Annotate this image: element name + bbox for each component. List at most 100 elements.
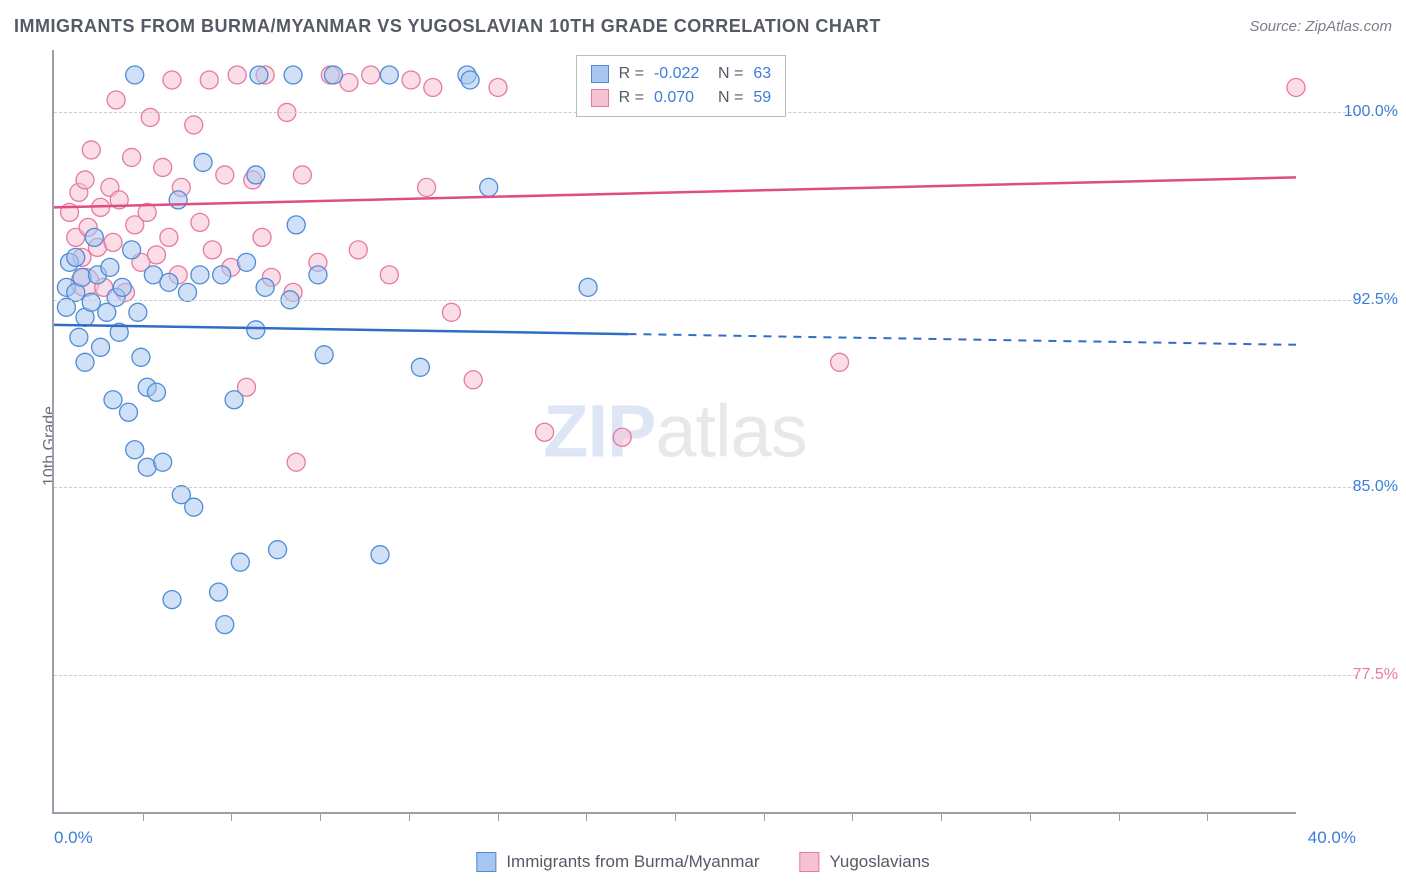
chart-title: IMMIGRANTS FROM BURMA/MYANMAR VS YUGOSLA…	[14, 16, 881, 37]
blue-point	[163, 591, 181, 609]
pink-point	[216, 166, 234, 184]
legend-swatch-icon	[591, 89, 609, 107]
pink-point	[203, 241, 221, 259]
pink-point	[228, 66, 246, 84]
regression-line	[54, 177, 1296, 207]
pink-point	[424, 78, 442, 96]
blue-point	[154, 453, 172, 471]
pink-point	[154, 158, 172, 176]
x-min-label: 0.0%	[54, 828, 93, 848]
blue-point	[120, 403, 138, 421]
pink-point	[489, 78, 507, 96]
pink-point	[536, 423, 554, 441]
x-tick	[320, 812, 321, 821]
blue-point	[70, 328, 88, 346]
pink-point	[380, 266, 398, 284]
blue-point	[179, 283, 197, 301]
blue-point	[210, 583, 228, 601]
blue-point	[104, 391, 122, 409]
legend-row: R = -0.022 N = 63	[591, 62, 771, 86]
bottom-legend-item: Yugoslavians	[799, 850, 929, 874]
x-tick	[231, 812, 232, 821]
pink-point	[76, 171, 94, 189]
blue-point	[101, 258, 119, 276]
bottom-legend-item: Immigrants from Burma/Myanmar	[476, 850, 759, 874]
legend-n-value: 59	[753, 86, 771, 110]
pink-point	[442, 303, 460, 321]
blue-point	[85, 228, 103, 246]
blue-point	[126, 66, 144, 84]
pink-point	[1287, 78, 1305, 96]
pink-point	[362, 66, 380, 84]
blue-point	[247, 166, 265, 184]
blue-point	[231, 553, 249, 571]
pink-point	[104, 233, 122, 251]
regression-line	[54, 325, 628, 334]
bottom-legend-label: Yugoslavians	[829, 850, 929, 874]
blue-point	[126, 441, 144, 459]
gridline	[54, 300, 1356, 301]
swatch-blue-icon	[476, 852, 496, 872]
plot-area: ZIPatlas 77.5%85.0%92.5%100.0%0.0%40.0% …	[52, 50, 1296, 814]
blue-point	[216, 616, 234, 634]
blue-point	[147, 383, 165, 401]
pink-point	[123, 148, 141, 166]
blue-point	[411, 358, 429, 376]
x-tick	[675, 812, 676, 821]
source-label: Source: ZipAtlas.com	[1249, 18, 1392, 35]
pink-point	[418, 178, 436, 196]
y-tick-label: 85.0%	[1306, 478, 1398, 496]
legend-box: R = -0.022 N = 63 R = 0.070 N = 59	[576, 55, 786, 117]
blue-point	[113, 278, 131, 296]
blue-point	[191, 266, 209, 284]
x-max-label: 40.0%	[1308, 828, 1356, 848]
x-tick	[852, 812, 853, 821]
blue-point	[269, 541, 287, 559]
blue-point	[225, 391, 243, 409]
legend-r-label: R =	[619, 62, 644, 86]
blue-point	[309, 266, 327, 284]
blue-point	[284, 66, 302, 84]
pink-point	[349, 241, 367, 259]
blue-point	[256, 278, 274, 296]
x-tick	[1207, 812, 1208, 821]
blue-point	[129, 303, 147, 321]
pink-point	[613, 428, 631, 446]
blue-point	[194, 153, 212, 171]
legend-r-value: 0.070	[654, 86, 708, 110]
pink-point	[253, 228, 271, 246]
blue-point	[92, 338, 110, 356]
blue-point	[315, 346, 333, 364]
pink-point	[200, 71, 218, 89]
legend-row: R = 0.070 N = 59	[591, 86, 771, 110]
blue-point	[480, 178, 498, 196]
blue-point	[250, 66, 268, 84]
blue-point	[185, 498, 203, 516]
x-tick	[1030, 812, 1031, 821]
blue-point	[132, 348, 150, 366]
bottom-legend-label: Immigrants from Burma/Myanmar	[506, 850, 759, 874]
bottom-legend: Immigrants from Burma/Myanmar Yugoslavia…	[476, 850, 929, 874]
blue-point	[169, 191, 187, 209]
pink-point	[464, 371, 482, 389]
pink-point	[185, 116, 203, 134]
x-tick	[586, 812, 587, 821]
x-tick	[409, 812, 410, 821]
blue-point	[123, 241, 141, 259]
blue-point	[238, 253, 256, 271]
pink-point	[191, 213, 209, 231]
chart-header: IMMIGRANTS FROM BURMA/MYANMAR VS YUGOSLA…	[14, 16, 1392, 37]
gridline	[54, 675, 1356, 676]
blue-point	[579, 278, 597, 296]
legend-n-label: N =	[718, 86, 743, 110]
regression-line-dashed	[628, 334, 1296, 345]
x-tick	[764, 812, 765, 821]
pink-point	[82, 141, 100, 159]
y-tick-label: 92.5%	[1306, 291, 1398, 309]
data-svg	[54, 50, 1296, 812]
blue-point	[76, 353, 94, 371]
pink-point	[287, 453, 305, 471]
blue-point	[67, 248, 85, 266]
pink-point	[141, 108, 159, 126]
pink-point	[107, 91, 125, 109]
